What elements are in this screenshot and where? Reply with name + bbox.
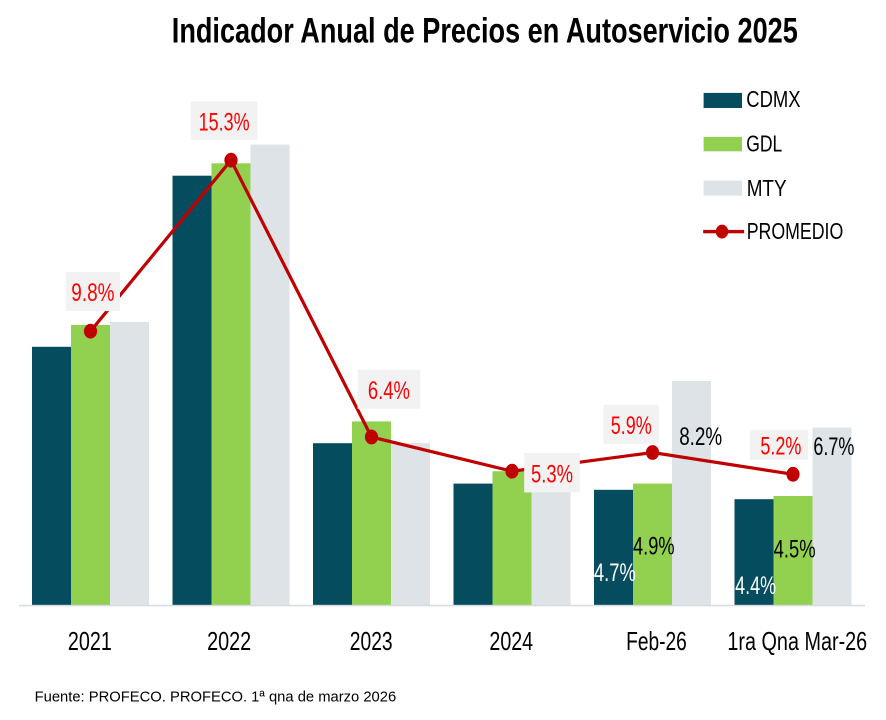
svg-text:5.2%: 5.2% <box>760 433 801 461</box>
svg-text:4.4%: 4.4% <box>735 572 776 600</box>
svg-text:9.8%: 9.8% <box>71 279 114 307</box>
svg-text:2023: 2023 <box>350 626 393 656</box>
svg-text:1ra Qna Mar-26: 1ra Qna Mar-26 <box>727 626 867 656</box>
svg-text:15.3%: 15.3% <box>199 109 250 137</box>
svg-text:2024: 2024 <box>489 626 533 656</box>
svg-text:MTY: MTY <box>747 175 787 201</box>
svg-text:2021: 2021 <box>68 626 112 656</box>
svg-text:Indicador Anual de Precios en: Indicador Anual de Precios en Autoservic… <box>172 12 798 51</box>
svg-text:GDL: GDL <box>746 131 782 157</box>
svg-text:6.4%: 6.4% <box>368 377 410 405</box>
svg-text:4.7%: 4.7% <box>594 559 636 587</box>
svg-text:2022: 2022 <box>207 626 251 656</box>
svg-text:Feb-26: Feb-26 <box>626 626 687 656</box>
svg-text:8.2%: 8.2% <box>679 423 722 451</box>
svg-text:PROMEDIO: PROMEDIO <box>747 218 844 244</box>
svg-text:5.9%: 5.9% <box>611 412 652 440</box>
svg-text:6.7%: 6.7% <box>813 433 854 461</box>
svg-text:4.5%: 4.5% <box>774 536 816 564</box>
svg-text:CDMX: CDMX <box>746 86 800 112</box>
svg-text:4.9%: 4.9% <box>633 533 675 561</box>
svg-text:5.3%: 5.3% <box>531 460 573 488</box>
svg-text:Fuente: PROFECO. PROFECO. 1ª q: Fuente: PROFECO. PROFECO. 1ª qna de marz… <box>35 688 397 705</box>
